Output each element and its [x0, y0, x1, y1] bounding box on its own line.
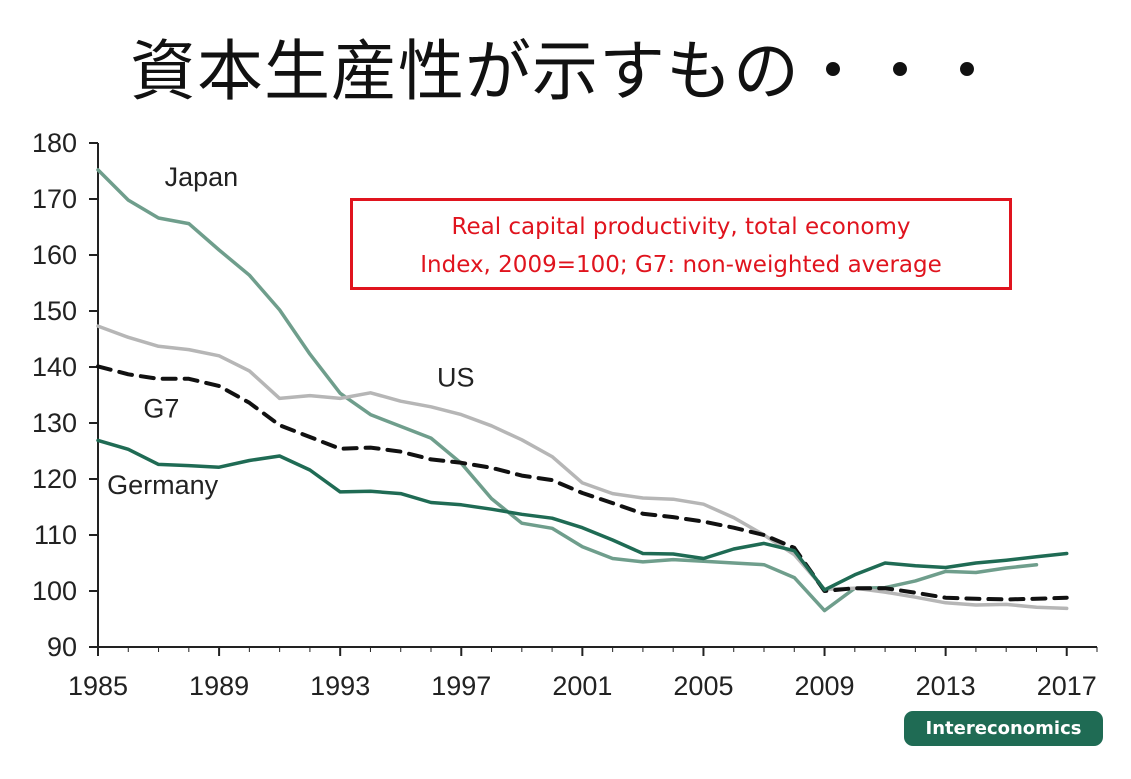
y-tick-label: 120	[32, 464, 77, 494]
y-tick-label: 150	[32, 296, 77, 326]
series-label-germany: Germany	[107, 470, 219, 500]
chart-subtitle: Index, 2009=100; G7: non-weighted averag…	[420, 252, 942, 278]
x-tick-label: 2013	[916, 671, 976, 701]
y-tick-label: 90	[47, 632, 77, 662]
y-tick-label: 140	[32, 352, 77, 382]
y-tick-label: 170	[32, 184, 77, 214]
chart-annotation-box: Real capital productivity, total economy…	[350, 198, 1012, 290]
y-tick-label: 130	[32, 408, 77, 438]
y-tick-label: 180	[32, 128, 77, 158]
x-tick-label: 1997	[431, 671, 491, 701]
x-tick-label: 2001	[552, 671, 612, 701]
y-tick-label: 160	[32, 240, 77, 270]
x-tick-label: 2005	[673, 671, 733, 701]
series-label-japan: Japan	[165, 162, 239, 192]
slide-title: 資本生産性が示すもの・・・	[130, 33, 1001, 110]
series-label-g7: G7	[143, 393, 179, 423]
x-tick-label: 1993	[310, 671, 370, 701]
x-tick-label: 1989	[189, 671, 249, 701]
x-tick-label: 2009	[795, 671, 855, 701]
series-line-g7	[96, 364, 1069, 602]
chart-title: Real capital productivity, total economy	[451, 214, 911, 240]
source-badge: Intereconomics	[904, 711, 1103, 746]
x-tick-label: 2017	[1037, 671, 1097, 701]
series-lines	[96, 168, 1069, 613]
series-line-germany	[96, 438, 1069, 592]
x-tick-label: 1985	[68, 671, 128, 701]
axis-ticks: 90 100 110 120 130 140 150 160 170 180 1985 1989 199…	[32, 128, 1098, 701]
chart-axes	[97, 143, 1097, 648]
y-tick-label: 110	[34, 520, 77, 550]
y-tick-label: 100	[32, 576, 77, 606]
series-line-us	[96, 324, 1069, 611]
series-labels: Japan US G7 Germany	[107, 162, 474, 500]
series-label-us: US	[437, 363, 475, 393]
